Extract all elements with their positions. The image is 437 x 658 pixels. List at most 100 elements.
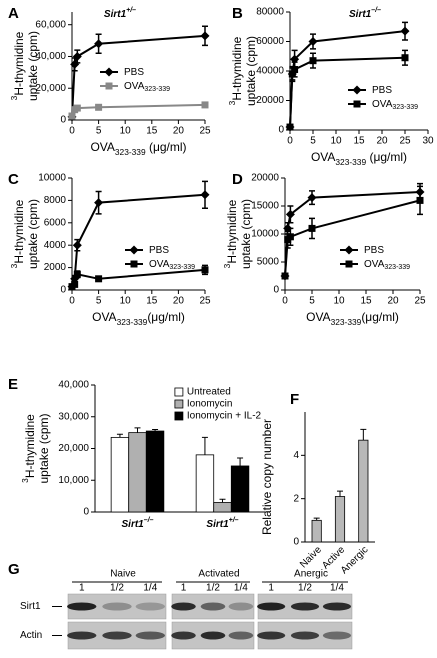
y-axis-label-part: H-thymidine bbox=[230, 36, 244, 100]
y-axis-label-part: uptake (cpm) bbox=[239, 199, 253, 269]
marker bbox=[201, 266, 209, 274]
x-tick-label: Sirt1–/– bbox=[122, 517, 154, 529]
y-axis-label-part: uptake (cpm) bbox=[37, 413, 51, 483]
marker bbox=[95, 103, 103, 111]
x-tick-label: 15 bbox=[146, 296, 158, 307]
y-tick-label: 60,000 bbox=[35, 19, 66, 30]
legend-label-part: PBS bbox=[372, 85, 392, 96]
legend-label: OVA323-339 bbox=[124, 81, 170, 94]
legend-label: Ionomycin + IL-2 bbox=[187, 411, 262, 422]
blot-band bbox=[200, 631, 226, 640]
bar bbox=[213, 502, 232, 513]
x-axis-label-part: OVA bbox=[311, 150, 335, 164]
legend-swatch bbox=[174, 411, 184, 421]
x-axis-label-part: (μg/ml) bbox=[146, 140, 187, 154]
x-axis-label-part: OVA bbox=[90, 140, 114, 154]
bar bbox=[311, 519, 322, 543]
x-tick-label: 25 bbox=[199, 296, 211, 307]
x-tick-label: Naive bbox=[298, 544, 324, 570]
x-tick-label: 20 bbox=[173, 296, 185, 307]
x-tick-label-part: –/– bbox=[144, 517, 154, 524]
marker bbox=[73, 104, 81, 112]
marker bbox=[200, 31, 210, 41]
marker bbox=[95, 275, 103, 283]
y-label: 3H-thymidine uptake (cpm) bbox=[9, 199, 40, 269]
x-tick-label: 0 bbox=[69, 126, 75, 137]
legend-label-part: OVA bbox=[124, 81, 145, 92]
legend-label: OVA323-339 bbox=[372, 99, 418, 112]
legend-swatch bbox=[174, 387, 184, 397]
y-axis-label: 3H-thymidine bbox=[222, 199, 239, 268]
marker bbox=[353, 100, 361, 108]
legend-label: Ionomycin bbox=[187, 399, 233, 410]
blot-band bbox=[290, 602, 320, 611]
series-line bbox=[71, 193, 206, 287]
x-tick-label: 10 bbox=[333, 296, 345, 307]
y-axis-label-part: Relative copy number bbox=[260, 419, 274, 535]
x-axis-label-part: (μg/ml) bbox=[361, 310, 399, 324]
x-axis-label-part: (μg/ml) bbox=[147, 310, 185, 324]
group-label: Anergic bbox=[294, 569, 328, 580]
bar bbox=[110, 436, 130, 513]
y-axis-label-part: H-thymidine bbox=[12, 31, 26, 95]
legend-label: Untreated bbox=[187, 387, 231, 398]
legend-label: PBS bbox=[149, 245, 169, 256]
lane-label: 1/2 bbox=[110, 583, 124, 594]
bar bbox=[358, 439, 369, 543]
marker bbox=[352, 85, 362, 95]
panel-letter: F bbox=[290, 391, 299, 408]
x-tick-label: 20 bbox=[387, 296, 399, 307]
y-axis-label: uptake (cpm) bbox=[26, 31, 40, 101]
panel-letter: A bbox=[8, 5, 19, 22]
y-axis-label-part: 3 bbox=[222, 263, 232, 268]
y-axis-label: 3H-thymidine bbox=[9, 31, 26, 100]
x-axis-label: OVA323-339(μg/ml) bbox=[92, 310, 185, 327]
error-bar bbox=[313, 517, 320, 521]
x-axis-label: OVA323-339 (μg/ml) bbox=[311, 150, 407, 167]
panel-letter: E bbox=[8, 376, 18, 393]
blot-band bbox=[257, 602, 286, 611]
y-axis-label-part: uptake (cpm) bbox=[244, 36, 258, 106]
marker bbox=[281, 272, 289, 280]
y-tick-label: 20,000 bbox=[35, 83, 66, 94]
x-tick-label: 0 bbox=[287, 136, 293, 147]
series-line bbox=[71, 103, 206, 117]
lane-label: 1/4 bbox=[143, 583, 157, 594]
y-tick-label: 30,000 bbox=[58, 411, 89, 422]
lane-label: 1 bbox=[268, 583, 274, 594]
y-axis-label-part: H-thymidine bbox=[12, 199, 26, 263]
bar bbox=[145, 430, 165, 513]
y-label: Relative copy number bbox=[260, 419, 274, 535]
y-axis-label: uptake (cpm) bbox=[244, 36, 258, 106]
y-label: 3H-thymidine uptake (cpm) bbox=[9, 31, 40, 101]
y-tick-label: 10,000 bbox=[58, 475, 89, 486]
x-tick-label: Sirt1+/– bbox=[206, 517, 238, 529]
y-axis-label: uptake (cpm) bbox=[26, 199, 40, 269]
x-tick-label: 5 bbox=[310, 136, 316, 147]
lane-label: 1/2 bbox=[206, 583, 220, 594]
y-tick-label: 0 bbox=[83, 507, 89, 518]
y-axis-label-part: H-thymidine bbox=[23, 414, 37, 478]
marker bbox=[71, 280, 79, 288]
legend-label-part: PBS bbox=[364, 245, 384, 256]
legend-label-part: 323-339 bbox=[169, 264, 195, 271]
error-bar bbox=[201, 436, 208, 455]
y-tick-label: 80000 bbox=[256, 7, 284, 18]
x-tick-label: 0 bbox=[69, 296, 75, 307]
x-tick-label: 25 bbox=[199, 126, 211, 137]
x-axis-label-part: 323-339 bbox=[117, 317, 148, 327]
legend-swatch bbox=[174, 399, 184, 409]
x-tick-label: 5 bbox=[309, 296, 315, 307]
blot-band bbox=[67, 631, 97, 640]
y-axis-label-part: 3 bbox=[227, 100, 237, 105]
x-axis-label-part: 323-339 bbox=[115, 147, 146, 157]
y-axis-label-part: uptake (cpm) bbox=[26, 199, 40, 269]
blot-band bbox=[228, 602, 254, 611]
blot-band bbox=[102, 602, 132, 611]
blot-band bbox=[200, 602, 226, 611]
x-tick-label: 5 bbox=[96, 296, 102, 307]
legend-label: OVA323-339 bbox=[149, 259, 195, 272]
error-bar bbox=[360, 428, 367, 441]
legend-label-part: OVA bbox=[364, 259, 385, 270]
y-tick-label: 0 bbox=[278, 125, 284, 136]
